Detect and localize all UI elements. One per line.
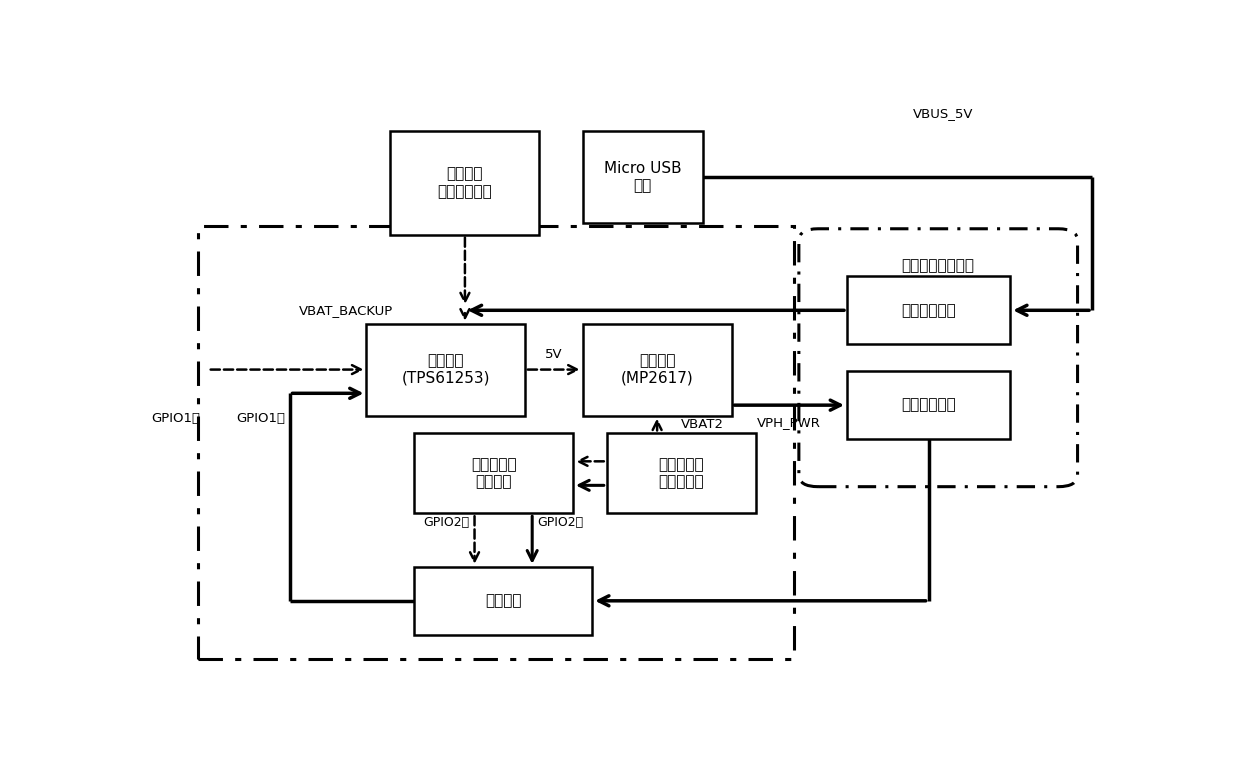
Text: 5V: 5V [546,348,563,361]
Text: GPIO2高: GPIO2高 [424,516,470,529]
Text: 升压电路
(TPS61253): 升压电路 (TPS61253) [402,353,490,386]
Bar [198,226,794,658]
Text: 主控芯片: 主控芯片 [485,594,522,608]
Text: 可更换电池
检测开关: 可更换电池 检测开关 [471,457,517,490]
Bar [414,434,573,514]
Bar [606,434,755,514]
Text: VPH_PWR: VPH_PWR [758,417,821,430]
Text: GPIO1高: GPIO1高 [151,412,201,425]
Text: 内置电池
（备用电池）: 内置电池 （备用电池） [438,166,492,199]
Bar [847,276,1011,344]
Bar [847,371,1011,439]
Text: GPIO1低: GPIO1低 [236,412,285,425]
FancyBboxPatch shape [799,229,1078,487]
Text: 电源管理集成电路: 电源管理集成电路 [901,259,975,273]
Text: 可更换电池
（主电池）: 可更换电池 （主电池） [658,457,704,490]
Text: 线性充电芯片: 线性充电芯片 [901,303,956,318]
Bar [391,131,539,235]
Text: GPIO2低: GPIO2低 [537,516,583,529]
Bar [414,567,593,635]
Text: VBAT_BACKUP: VBAT_BACKUP [299,304,393,316]
Bar [367,323,525,416]
Text: Micro USB
接口: Micro USB 接口 [604,161,682,193]
Text: VBUS_5V: VBUS_5V [913,107,973,119]
Text: 充电芯片
(MP2617): 充电芯片 (MP2617) [621,353,693,386]
Bar [583,323,732,416]
Text: 电源管理芯片: 电源管理芯片 [901,397,956,413]
Bar [583,131,703,223]
Text: VBAT2: VBAT2 [681,418,724,431]
